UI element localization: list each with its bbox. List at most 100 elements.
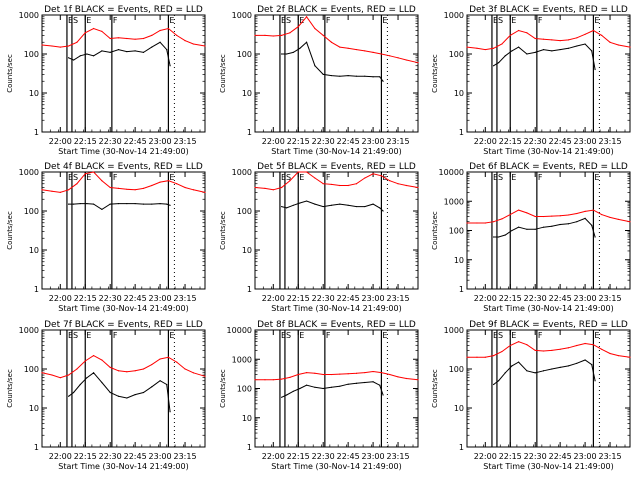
x-tick-label: 22:00 — [262, 294, 285, 303]
series-point-events — [299, 47, 301, 49]
series-point-events — [86, 53, 88, 55]
series-point-events — [330, 74, 333, 77]
event-marker-label: E — [511, 16, 516, 25]
series-point-lld — [355, 372, 358, 374]
series-point-events — [166, 203, 168, 205]
y-tick-label: 10 — [454, 256, 464, 265]
series-point-events — [567, 223, 570, 225]
series-point-lld — [397, 376, 399, 378]
x-tick-label: 22:15 — [287, 294, 310, 303]
series-point-events — [511, 229, 513, 232]
series-point-events — [559, 48, 561, 51]
series-point-events — [126, 202, 128, 205]
series-line-lld — [254, 171, 419, 191]
series-point-lld — [142, 37, 145, 40]
event-marker-label: E — [493, 16, 498, 25]
series-point-lld — [281, 34, 283, 36]
series-point-lld — [254, 379, 256, 381]
series-point-lld — [372, 51, 374, 53]
x-tick-label: 22:30 — [312, 294, 335, 303]
series-point-lld — [101, 30, 103, 32]
event-marker-label: F — [113, 16, 118, 25]
x-tick-label: 22:15 — [74, 294, 97, 303]
series-point-lld — [134, 189, 136, 191]
series-point-events — [511, 365, 513, 367]
series-line-events — [493, 359, 596, 385]
x-tick-label: 22:45 — [124, 294, 147, 303]
event-marker-label: E — [281, 173, 286, 182]
series-point-lld — [314, 27, 316, 30]
y-tick-label: 100 — [449, 227, 464, 236]
series-point-lld — [534, 349, 536, 351]
series-point-events — [364, 75, 366, 77]
x-tick-label: 23:00 — [362, 452, 385, 461]
series-point-lld — [493, 47, 495, 49]
y-axis-label: Counts/sec — [219, 54, 227, 93]
y-tick-label: 10000 — [439, 168, 464, 177]
series-point-lld — [192, 189, 194, 191]
series-point-events — [292, 204, 294, 206]
plot-frame — [254, 171, 419, 290]
series-point-events — [372, 76, 374, 78]
x-tick-label: 22:30 — [524, 137, 547, 146]
series-point-events — [169, 411, 171, 413]
x-tick-label: 23:15 — [599, 294, 622, 303]
x-axis-label: Start Time (30-Nov-14 21:49:00) — [58, 147, 188, 156]
chart-panel-det-5: Det 5f BLACK = Events, RED = LLD 1 10 100 10… — [219, 162, 419, 313]
series-point-events — [379, 207, 381, 209]
series-point-lld — [134, 38, 136, 40]
series-point-events — [314, 65, 316, 67]
series-point-events — [534, 372, 536, 374]
series-point-events — [305, 200, 308, 202]
series-point-lld — [629, 221, 631, 223]
series-point-events — [364, 381, 366, 384]
event-marker-label: F — [326, 173, 331, 182]
x-axis-label: Start Time (30-Nov-14 21:49:00) — [483, 304, 613, 313]
x-tick-label: 23:15 — [387, 137, 410, 146]
chart-title: Det 4f BLACK = Events, RED = LLD — [44, 162, 203, 172]
series-point-lld — [51, 374, 53, 376]
series-point-lld — [347, 47, 349, 49]
series-point-lld — [339, 184, 341, 187]
x-tick-label: 22:30 — [524, 294, 547, 303]
chart-title: Det 1f BLACK = Events, RED = LLD — [44, 5, 203, 15]
x-tick-label: 23:00 — [362, 137, 385, 146]
series-point-events — [166, 383, 168, 386]
series-point-events — [86, 377, 88, 379]
series-point-lld — [305, 16, 308, 18]
series-point-events — [142, 391, 145, 394]
series-point-events — [542, 226, 545, 228]
y-axis-label: Counts/sec — [431, 211, 439, 250]
series-point-events — [322, 205, 324, 208]
series-point-lld — [576, 37, 578, 39]
event-marker-label: E — [169, 16, 174, 25]
series-point-lld — [297, 171, 299, 173]
series-point-events — [526, 228, 528, 230]
series-point-events — [493, 236, 495, 238]
series-point-lld — [176, 183, 178, 185]
series-line-events — [281, 41, 384, 82]
series-point-events — [142, 51, 145, 53]
series-point-lld — [322, 373, 324, 376]
series-point-events — [117, 48, 120, 51]
series-point-lld — [109, 366, 111, 368]
event-marker-label: F — [113, 331, 118, 340]
series-point-events — [73, 203, 75, 205]
series-line-events — [68, 372, 171, 412]
series-point-lld — [281, 378, 283, 380]
series-point-events — [305, 384, 308, 386]
series-point-lld — [517, 209, 520, 211]
series-point-events — [339, 203, 341, 205]
series-point-events — [498, 236, 500, 238]
x-tick-label: 23:00 — [149, 137, 172, 146]
series-point-lld — [184, 368, 186, 370]
series-point-lld — [167, 356, 170, 358]
series-point-events — [504, 55, 506, 57]
series-point-events — [347, 74, 349, 77]
series-point-events — [92, 203, 95, 205]
series-point-lld — [355, 48, 358, 51]
series-point-lld — [501, 350, 503, 353]
y-axis-label: Counts/sec — [219, 211, 227, 250]
series-point-lld — [567, 39, 570, 41]
